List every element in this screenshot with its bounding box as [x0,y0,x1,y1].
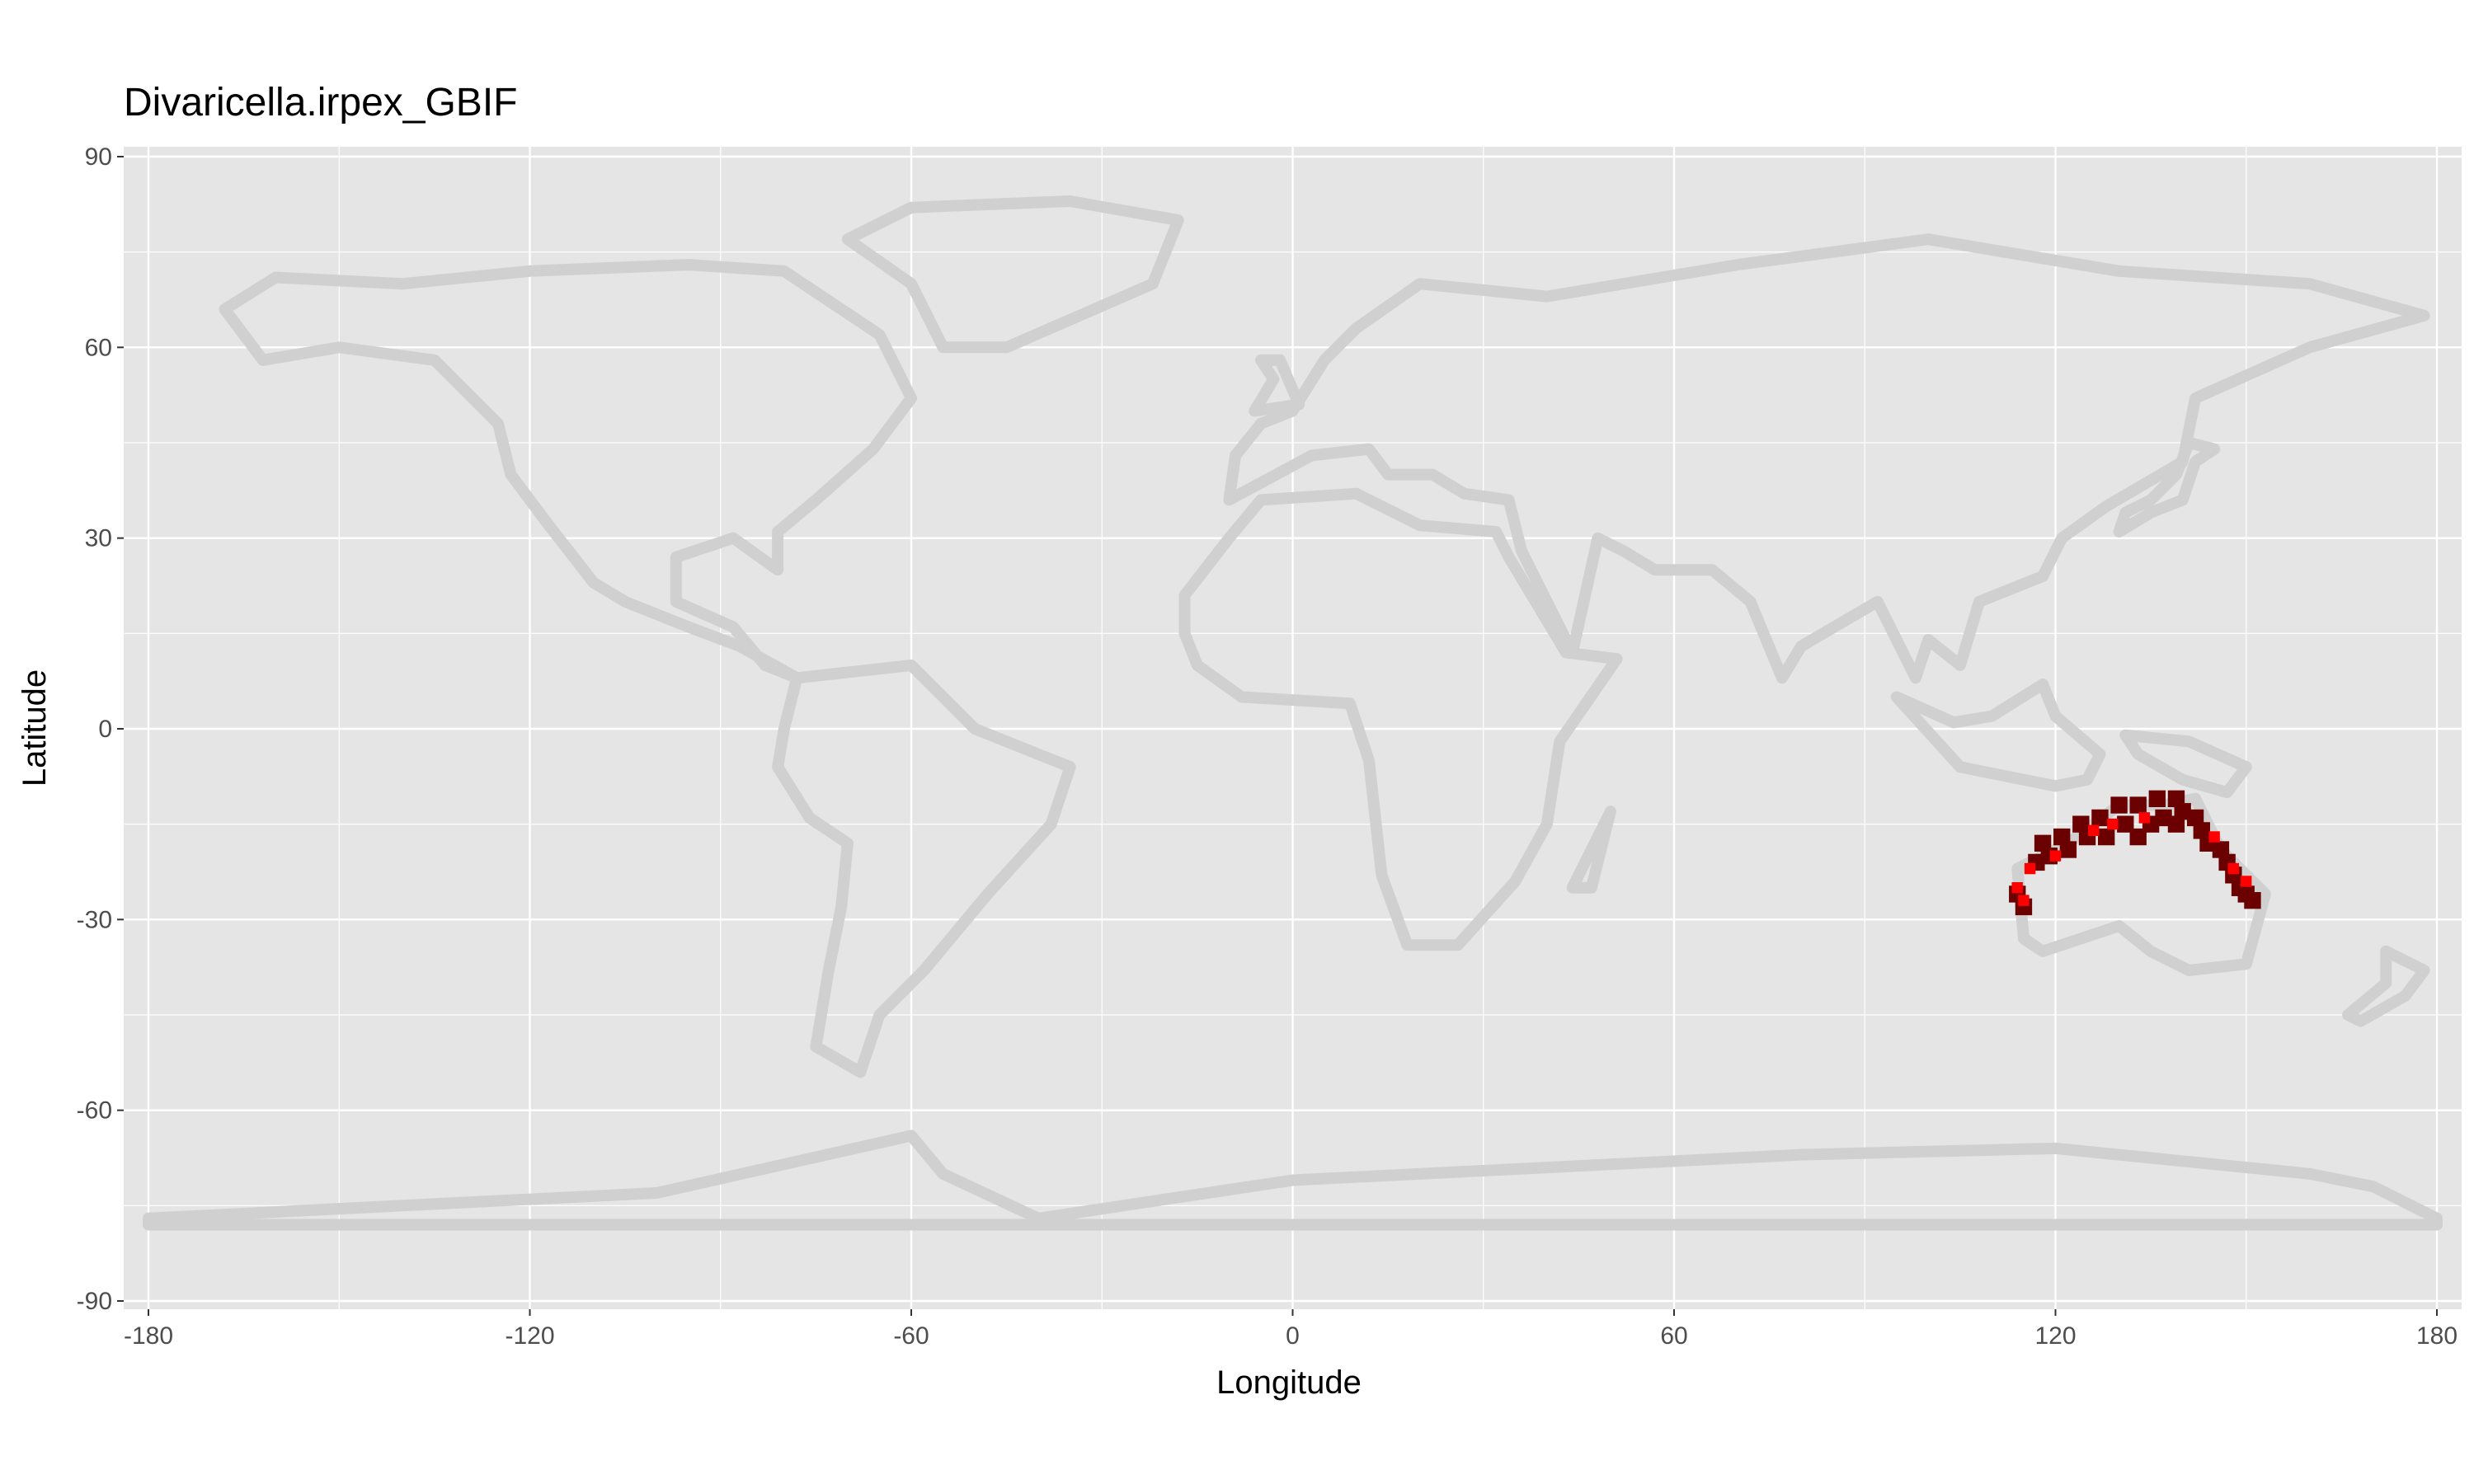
occurrence-cell-high [2034,834,2052,852]
coastline-shape [219,259,917,684]
occurrence-cell-high [2212,841,2230,858]
plot-title: Divaricella.irpex_GBIF [124,81,517,124]
coastline-layer [143,195,2443,1231]
occurrence-cell-mid [2107,818,2119,830]
x-axis: -180 -120 -60 0 60 120 180 [124,1309,2458,1350]
y-tick-label: -90 [77,1288,112,1315]
occurrence-cell-high [2186,809,2204,827]
y-axis-title: Latitude [16,669,53,787]
coastline-shape [841,195,1184,354]
y-tick-label: 30 [85,525,112,552]
occurrence-cell-high [2072,815,2090,833]
occurrence-cell-high [2244,892,2261,909]
major-grid [124,147,2462,1309]
occurrence-cell-high [2117,815,2134,833]
occurrence-cell-high [2059,841,2077,858]
y-tick-label: -30 [77,906,112,933]
occurrence-cell-mid [2049,850,2062,862]
x-tick-label: -60 [893,1322,929,1350]
x-axis-title: Longitude [1216,1364,1362,1401]
occurrence-cell-high [2167,790,2185,808]
occurrence-cell-high [2193,822,2210,839]
x-tick-label: 180 [2416,1322,2458,1350]
y-tick-label: -60 [77,1097,112,1125]
occurrence-cell-high [2110,796,2128,814]
occurrence-cell-mid [2011,881,2023,894]
occurrence-cell-mid [2227,862,2239,875]
coastline-shape [1566,805,1616,894]
occurrence-cell-high [2174,803,2191,820]
occurrence-cell-mid [2018,895,2030,906]
x-tick-label: 120 [2034,1322,2076,1350]
x-tick-label: -120 [505,1322,554,1350]
coastline-shape [772,659,1076,1078]
y-tick-label: 0 [98,716,112,743]
coastline-shape [1890,679,2106,792]
occurrence-cell-mid [2208,831,2220,843]
x-tick-label: -180 [124,1322,173,1350]
occurrence-cell-mid [2240,876,2252,887]
x-tick-label: 0 [1286,1322,1300,1350]
occurrence-cell-high [2148,790,2166,808]
coastline-shape [2119,729,2252,799]
x-tick-label: 60 [1660,1322,1687,1350]
coastline-shape [1223,233,2430,684]
occurrence-layer [2009,790,2261,916]
occurrence-cell-high [2155,809,2172,827]
coastline-shape [1249,354,1305,417]
occurrence-cell-high [2091,809,2109,827]
y-tick-label: 60 [85,334,112,361]
coastline-shape [2342,945,2430,1027]
coastline-shape [1178,487,1623,951]
y-tick-label: 90 [85,143,112,171]
occurrence-cell-high [2167,815,2185,833]
coastline-shape [2113,437,2221,538]
occurrence-cell-high [2129,796,2147,814]
occurrence-cell-high [2053,828,2071,846]
occurrence-cell-mid [2087,824,2100,837]
occurrence-cell-high [2097,828,2115,846]
coastline-shape [143,1129,2443,1231]
occurrence-cell-mid [2138,812,2151,824]
occurrence-cell-high [2129,828,2147,846]
y-axis: 90 60 30 0 -30 -60 -90 [77,143,124,1315]
occurrence-cell-mid [2024,862,2036,875]
